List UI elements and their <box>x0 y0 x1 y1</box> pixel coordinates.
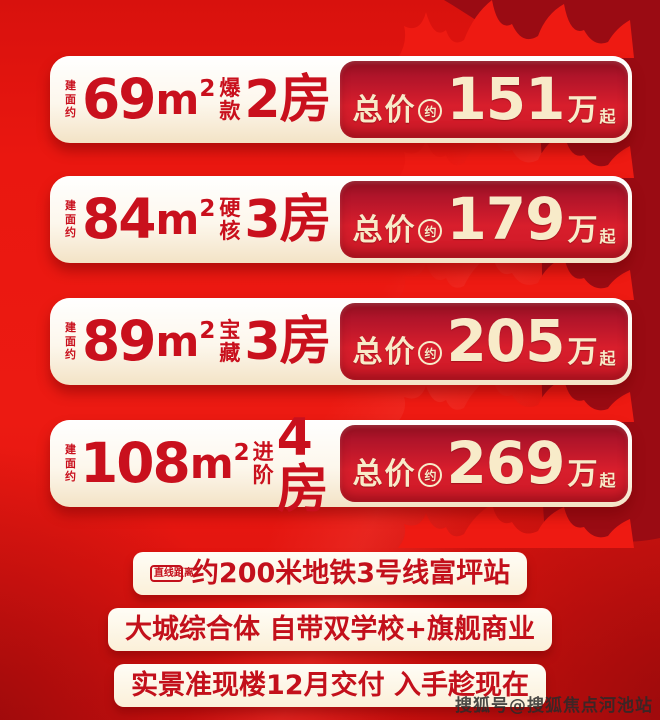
area-unit: m2 <box>155 316 216 366</box>
price-box: 总价 约 269 万 起 <box>340 425 628 502</box>
area-number: 89 <box>82 309 157 373</box>
area-info: 建面约 69 m2 爆款 2房 <box>50 56 340 143</box>
area-info: 建面约 89 m2 宝藏 3房 <box>50 298 340 385</box>
wan-unit: 万 <box>567 334 598 370</box>
area-number: 69 <box>82 67 157 131</box>
approx-circle: 约 <box>418 341 443 365</box>
info-pill-delivery: 实景准现楼12月交付 入手趁现在 <box>114 664 546 708</box>
price-number: 179 <box>446 184 565 253</box>
rooms-label: 4房 <box>276 407 329 520</box>
price-label: 总价 <box>352 92 417 128</box>
build-area-label: 建面约 <box>65 198 76 240</box>
area-info: 建面约 84 m2 硬核 3房 <box>50 176 340 263</box>
area-info: 建面约 108 m2 进阶 4房 <box>50 412 340 516</box>
tag-stack: 进阶 <box>252 440 274 487</box>
area-superscript: 2 <box>199 75 216 102</box>
build-area-label: 建面约 <box>65 78 76 120</box>
approx-circle: 约 <box>418 219 443 243</box>
approx-circle: 约 <box>418 99 443 123</box>
delivery-text: 实景准现楼12月交付 入手趁现在 <box>131 670 529 702</box>
price-number: 151 <box>446 64 565 133</box>
info-rows: 直线距离 约200米地铁3号线富坪站 大城综合体 自带双学校+旗舰商业 实景准现… <box>0 552 660 708</box>
rooms-label: 3房 <box>244 311 331 372</box>
complex-text: 大城综合体 自带双学校+旗舰商业 <box>124 614 536 646</box>
wan-unit: 万 <box>567 212 598 248</box>
banner-row: 建面约 108 m2 进阶 4房 总价 约 269 万 起 <box>50 412 632 516</box>
distance-badge: 直线距离 <box>149 564 194 583</box>
price-number: 269 <box>446 428 565 497</box>
qi-suffix: 起 <box>599 227 616 247</box>
wan-unit: 万 <box>567 92 598 128</box>
build-area-label: 建面约 <box>65 320 76 362</box>
tag-stack: 硬核 <box>219 196 241 243</box>
price-label: 总价 <box>352 334 417 370</box>
qi-suffix: 起 <box>599 471 616 491</box>
price-label: 总价 <box>352 212 417 248</box>
area-unit: m2 <box>155 74 216 124</box>
area-unit: m2 <box>155 194 216 244</box>
area-superscript: 2 <box>199 195 216 222</box>
banner-row: 建面约 69 m2 爆款 2房 总价 约 151 万 起 <box>50 56 632 143</box>
banner-row: 建面约 84 m2 硬核 3房 总价 约 179 万 起 <box>50 176 632 263</box>
area-superscript: 2 <box>199 317 216 344</box>
price-box: 总价 约 179 万 起 <box>340 181 628 258</box>
qi-suffix: 起 <box>599 107 616 127</box>
info-pill-distance: 直线距离 约200米地铁3号线富坪站 <box>132 552 528 596</box>
rooms-label: 3房 <box>244 189 331 250</box>
info-pill-complex: 大城综合体 自带双学校+旗舰商业 <box>107 608 553 652</box>
approx-circle: 约 <box>418 463 443 487</box>
price-label: 总价 <box>352 456 417 492</box>
tag-stack: 爆款 <box>219 76 241 123</box>
rooms-label: 2房 <box>244 69 331 130</box>
watermark: 搜狐号@搜狐焦点河池站 <box>455 696 653 716</box>
banner-row: 建面约 89 m2 宝藏 3房 总价 约 205 万 起 <box>50 298 632 385</box>
price-box: 总价 约 205 万 起 <box>340 303 628 380</box>
tag-stack: 宝藏 <box>219 318 241 365</box>
area-superscript: 2 <box>233 439 250 466</box>
area-unit: m2 <box>189 438 250 488</box>
area-number: 108 <box>80 431 191 495</box>
price-number: 205 <box>446 306 565 375</box>
flame-tongues-shape <box>398 0 634 548</box>
build-area-label: 建面约 <box>65 442 76 484</box>
area-number: 84 <box>82 187 157 251</box>
distance-text: 约200米地铁3号线富坪站 <box>191 558 511 589</box>
price-box: 总价 约 151 万 起 <box>340 61 628 138</box>
wan-unit: 万 <box>567 456 598 492</box>
qi-suffix: 起 <box>599 349 616 369</box>
